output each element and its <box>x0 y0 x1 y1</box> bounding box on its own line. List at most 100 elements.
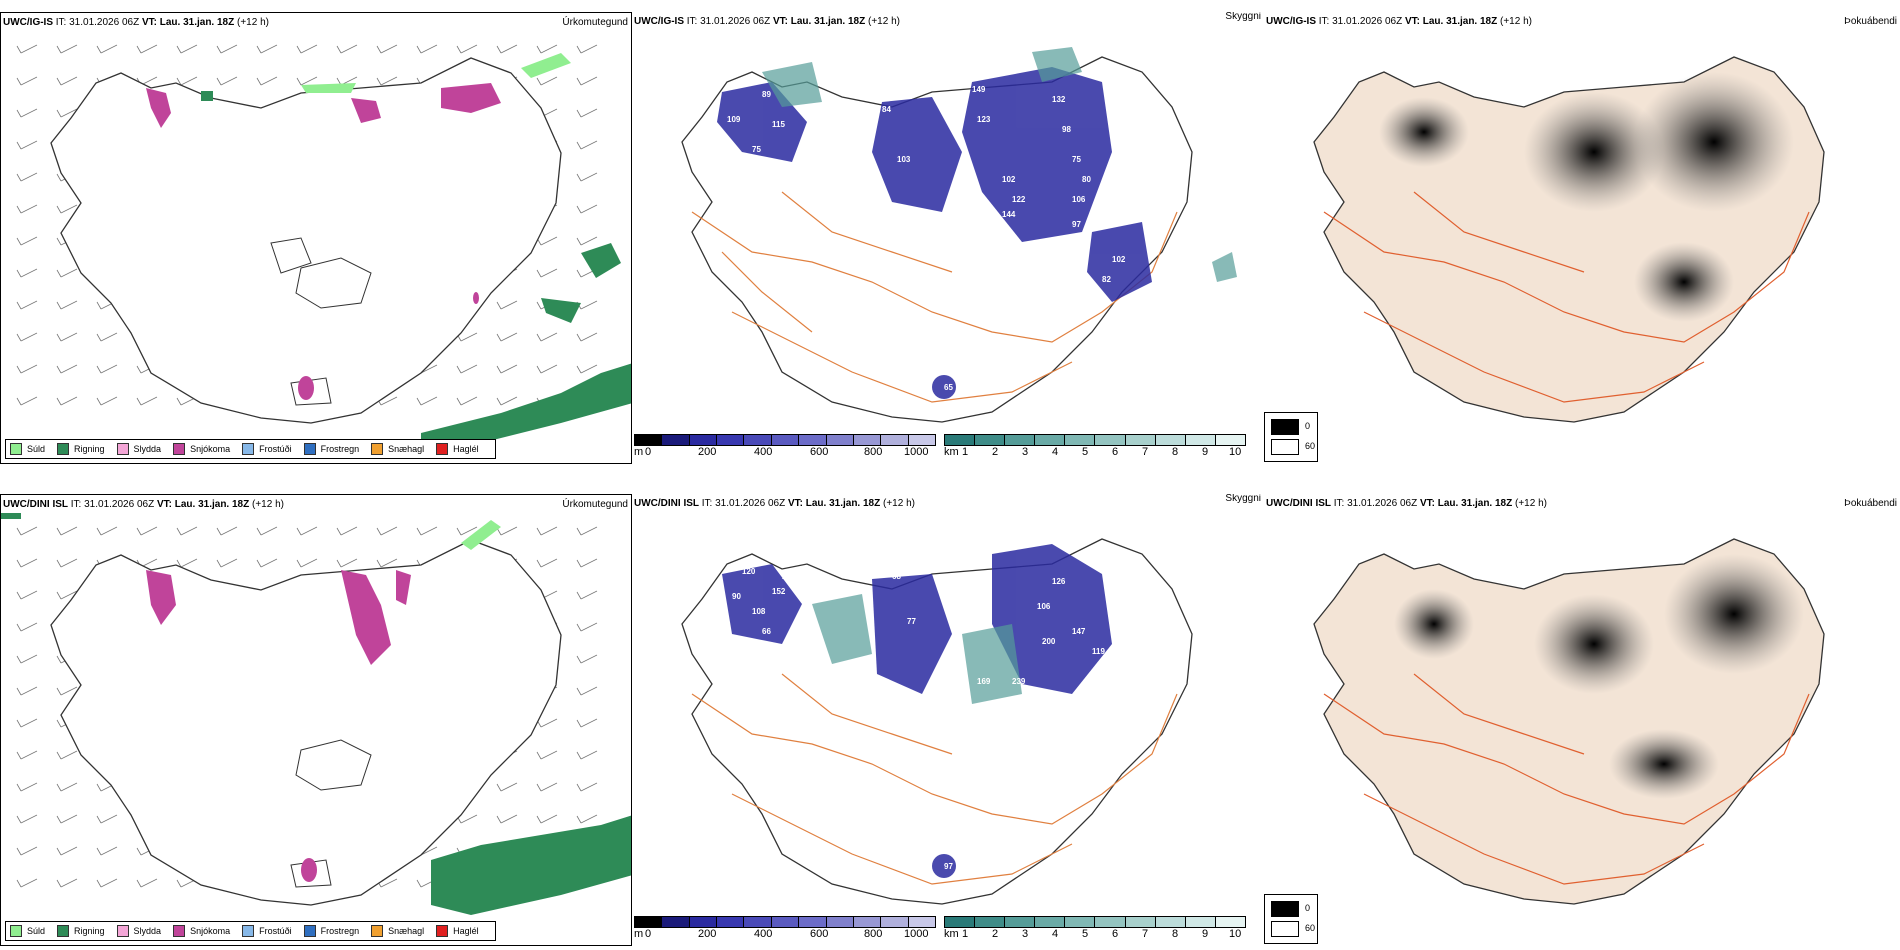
low-cloud-area <box>717 67 1152 399</box>
glacier-outline <box>290 377 332 406</box>
wind-barb <box>576 686 598 696</box>
vis-tick: 9 <box>1202 446 1209 458</box>
cloud-base-value: 92 <box>1102 672 1111 681</box>
legend-item-freezing-drizzle: Frostúði <box>242 443 292 455</box>
rain-area <box>1 513 631 915</box>
wind-barb <box>16 172 38 182</box>
wind-barb <box>576 558 598 568</box>
cloud-base-value: 126 <box>1052 577 1066 586</box>
wind-barb <box>536 268 558 278</box>
vis-tick: 2 <box>992 928 999 940</box>
legend-item-drizzle: Súld <box>10 925 45 937</box>
vis-tick: 1 <box>962 928 969 940</box>
wind-barb <box>96 44 118 54</box>
vis-tick: 8 <box>1172 928 1179 940</box>
wind-barb <box>16 140 38 150</box>
vis-tick: 6 <box>1112 446 1119 458</box>
snow-area <box>146 83 501 400</box>
drizzle-area <box>461 520 501 550</box>
wind-barb <box>536 236 558 246</box>
cloud-base-value: 97 <box>1072 220 1081 229</box>
vis-unit: km <box>944 928 959 940</box>
precip-type-panel-top: UWC/IG-IS IT: 31.01.2026 06Z VT: Lau. 31… <box>0 12 632 464</box>
wind-barb <box>576 718 598 728</box>
legend-item-snow: Snjókoma <box>173 443 230 455</box>
wind-barb <box>56 396 78 406</box>
fog-area <box>1379 72 1794 322</box>
wind-barb <box>56 750 78 760</box>
cloud-base-value: 149 <box>972 85 986 94</box>
cloud-unit: m <box>634 446 644 458</box>
wind-barb <box>176 44 198 54</box>
cloud-base-value: 169 <box>977 677 991 686</box>
wind-barb <box>536 332 558 342</box>
vis-tick: 7 <box>1142 928 1149 940</box>
wind-barb <box>576 364 598 374</box>
wind-barb <box>136 878 158 888</box>
iceland-outline <box>50 539 562 906</box>
cloud-base-value: 82 <box>1102 275 1111 284</box>
road-network <box>691 673 1178 885</box>
cloud-base-value: 121 <box>962 597 976 606</box>
cloud-tick: 600 <box>810 928 829 940</box>
wind-barb <box>456 44 478 54</box>
visibility-area <box>812 594 1022 704</box>
wind-barb <box>56 44 78 54</box>
visibility-colorbar <box>944 434 1246 446</box>
vis-tick: 9 <box>1202 928 1209 940</box>
product-title: Úrkomutegund <box>562 17 628 28</box>
vis-tick: 10 <box>1229 446 1242 458</box>
legend-item-snow: Snjókoma <box>173 925 230 937</box>
fog-value: 0 <box>1305 903 1311 913</box>
wind-barb <box>576 140 598 150</box>
wind-barb <box>16 300 38 310</box>
cloud-tick: 1000 <box>904 446 929 458</box>
wind-barb <box>16 878 38 888</box>
wind-barb <box>576 782 598 792</box>
wind-barb <box>56 332 78 342</box>
fog-swatch-light <box>1271 439 1299 455</box>
cloud-base-value: 119 <box>1092 647 1105 656</box>
precip-type-panel-bottom: UWC/DINI ISL IT: 31.01.2026 06Z VT: Lau.… <box>0 494 632 946</box>
wind-barb <box>16 76 38 86</box>
wind-barb <box>56 300 78 310</box>
cloud-base-value: 239 <box>1012 677 1026 686</box>
panel-header: UWC/DINI ISL IT: 31.01.2026 06Z VT: Lau.… <box>3 499 284 510</box>
precip-map <box>16 44 631 453</box>
wind-barb <box>336 44 358 54</box>
wind-barb <box>576 44 598 54</box>
cloud-base-value: 144 <box>1002 210 1016 219</box>
legend-item-rain: Rigning <box>57 925 105 937</box>
wind-barb <box>376 558 398 568</box>
wind-barb <box>56 846 78 856</box>
wind-barb <box>296 558 318 568</box>
cloud-base-value: 107 <box>732 80 746 89</box>
glacier-outline <box>270 237 312 274</box>
wind-barb <box>216 44 238 54</box>
cloud-base-value: 120 <box>742 567 756 576</box>
wind-barb <box>256 526 278 536</box>
wind-barb <box>176 76 198 86</box>
wind-barb <box>16 332 38 342</box>
wind-barb <box>576 76 598 86</box>
cloud-base-value: 103 <box>897 155 911 164</box>
wind-barb <box>576 590 598 600</box>
wind-barb <box>536 526 558 536</box>
cloud-base-value: 102 <box>1112 255 1126 264</box>
cloud-base-value: 89 <box>1072 240 1081 249</box>
wind-barb <box>96 396 118 406</box>
visibility-area <box>762 47 1237 282</box>
wind-barb <box>536 718 558 728</box>
wind-barb <box>56 268 78 278</box>
product-title: Úrkomutegund <box>562 499 628 510</box>
wind-barb <box>296 76 318 86</box>
cloud-tick: 600 <box>810 446 829 458</box>
panel-header: UWC/DINI ISL IT: 31.01.2026 06Z VT: Lau.… <box>1266 498 1547 509</box>
panel-header: UWC/IG-IS IT: 31.01.2026 06Z VT: Lau. 31… <box>1266 16 1532 27</box>
legend-item-snow-pellets: Snæhagl <box>371 925 424 937</box>
wind-barb <box>96 332 118 342</box>
vis-tick: 3 <box>1022 928 1029 940</box>
cloud-base-value: 108 <box>752 607 766 616</box>
wind-barb <box>96 814 118 824</box>
wind-barb <box>16 750 38 760</box>
